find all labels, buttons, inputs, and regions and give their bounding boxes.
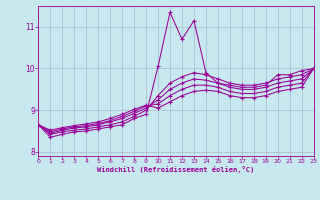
X-axis label: Windchill (Refroidissement éolien,°C): Windchill (Refroidissement éolien,°C) [97,166,255,173]
